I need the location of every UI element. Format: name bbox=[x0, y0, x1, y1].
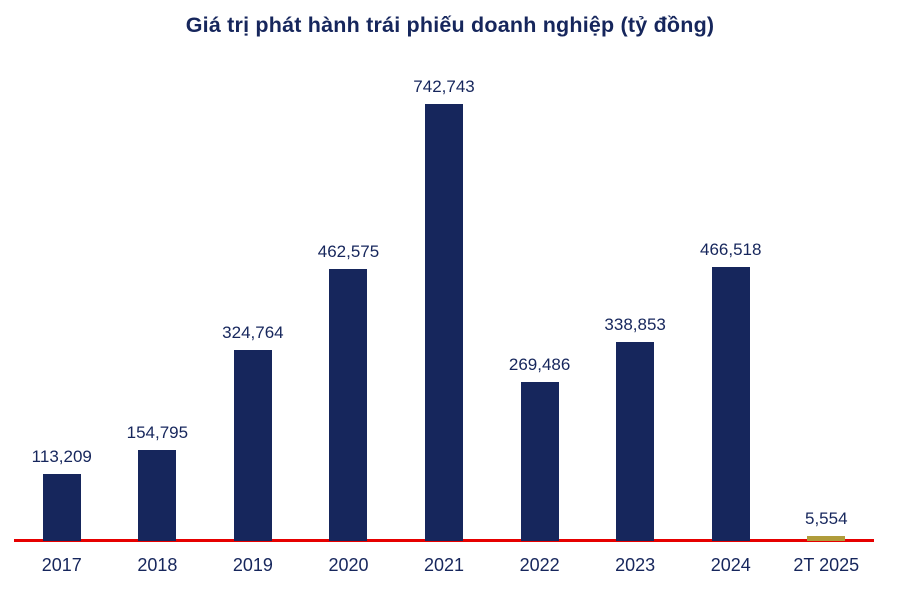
bar bbox=[329, 269, 368, 541]
plot-area: 113,209 154,795 324,764 462,575 742,743 269,4… bbox=[14, 58, 874, 541]
x-axis-tick-label: 2022 bbox=[519, 555, 560, 575]
bar-value-label: 466,518 bbox=[699, 240, 762, 259]
bar-value-label: 742,743 bbox=[413, 77, 475, 96]
bar-column: 338,853 bbox=[587, 315, 683, 541]
x-axis-tick-label: 2019 bbox=[232, 555, 273, 575]
x-axis-tick-label: 2023 bbox=[615, 555, 656, 575]
x-axis-tick-label: 2018 bbox=[137, 555, 178, 575]
bar-column: 324,764 bbox=[205, 323, 301, 541]
bar-column: 462,575 bbox=[301, 242, 397, 541]
bar bbox=[233, 350, 272, 541]
bar-column: 742,743 bbox=[396, 77, 492, 541]
bar-value-label: 154,795 bbox=[126, 423, 189, 442]
bar-value-label: 338,853 bbox=[604, 315, 666, 334]
x-axis-labels: 2017 2018 2019 2020 2021 2022 2023 2024 2T 2025 bbox=[14, 555, 874, 576]
bar-column: 154,795 bbox=[110, 423, 206, 541]
bar-column: 5,554 bbox=[779, 509, 875, 541]
x-axis-tick-label: 2024 bbox=[710, 555, 751, 575]
bar bbox=[425, 104, 464, 541]
bar bbox=[520, 382, 559, 541]
x-axis-tick-label: 2020 bbox=[328, 555, 369, 575]
bar-column: 466,518 bbox=[683, 240, 779, 541]
chart-title: Giá trị phát hành trái phiếu doanh nghiệ… bbox=[185, 13, 715, 37]
x-axis-tick-label: 2017 bbox=[41, 555, 82, 575]
bar-column: 269,486 bbox=[492, 355, 588, 541]
x-axis-tick-label: 2T 2025 bbox=[793, 555, 860, 575]
bar-value-label: 269,486 bbox=[508, 355, 571, 374]
bar bbox=[711, 267, 750, 541]
bar bbox=[616, 342, 655, 541]
bar bbox=[807, 536, 846, 541]
bar-value-label: 462,575 bbox=[317, 242, 380, 261]
bar bbox=[42, 474, 81, 541]
bar-value-label: 324,764 bbox=[222, 323, 284, 342]
bar-column: 113,209 bbox=[14, 447, 110, 541]
x-axis-tick-label: 2021 bbox=[424, 555, 465, 575]
bar bbox=[138, 450, 177, 541]
bar-value-label: 113,209 bbox=[31, 447, 92, 466]
bar-value-label: 5,554 bbox=[805, 509, 848, 528]
